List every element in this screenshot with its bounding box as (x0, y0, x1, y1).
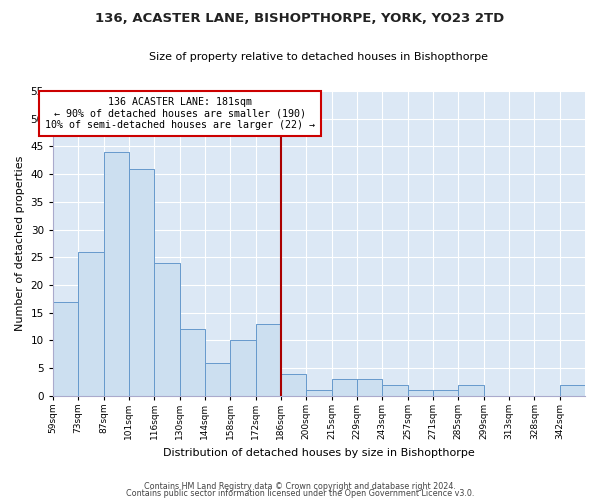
Bar (458, 385, 484, 396)
Text: 136 ACASTER LANE: 181sqm
← 90% of detached houses are smaller (190)
10% of semi-: 136 ACASTER LANE: 181sqm ← 90% of detach… (44, 96, 314, 130)
Text: 136, ACASTER LANE, BISHOPTHORPE, YORK, YO23 2TD: 136, ACASTER LANE, BISHOPTHORPE, YORK, Y… (95, 12, 505, 26)
X-axis label: Distribution of detached houses by size in Bishopthorpe: Distribution of detached houses by size … (163, 448, 475, 458)
Bar (205, 362, 230, 396)
Title: Size of property relative to detached houses in Bishopthorpe: Size of property relative to detached ho… (149, 52, 488, 62)
Bar (53, 302, 78, 396)
Text: Contains public sector information licensed under the Open Government Licence v3: Contains public sector information licen… (126, 490, 474, 498)
Bar (179, 330, 205, 396)
Bar (104, 152, 129, 396)
Bar (560, 385, 585, 396)
Bar (129, 168, 154, 396)
Text: Contains HM Land Registry data © Crown copyright and database right 2024.: Contains HM Land Registry data © Crown c… (144, 482, 456, 491)
Bar (332, 379, 357, 396)
Bar (281, 374, 306, 396)
Bar (256, 324, 281, 396)
Bar (382, 385, 407, 396)
Bar (78, 252, 104, 396)
Bar (433, 390, 458, 396)
Bar (306, 390, 332, 396)
Bar (407, 390, 433, 396)
Bar (230, 340, 256, 396)
Y-axis label: Number of detached properties: Number of detached properties (15, 156, 25, 331)
Bar (357, 379, 382, 396)
Bar (154, 263, 179, 396)
